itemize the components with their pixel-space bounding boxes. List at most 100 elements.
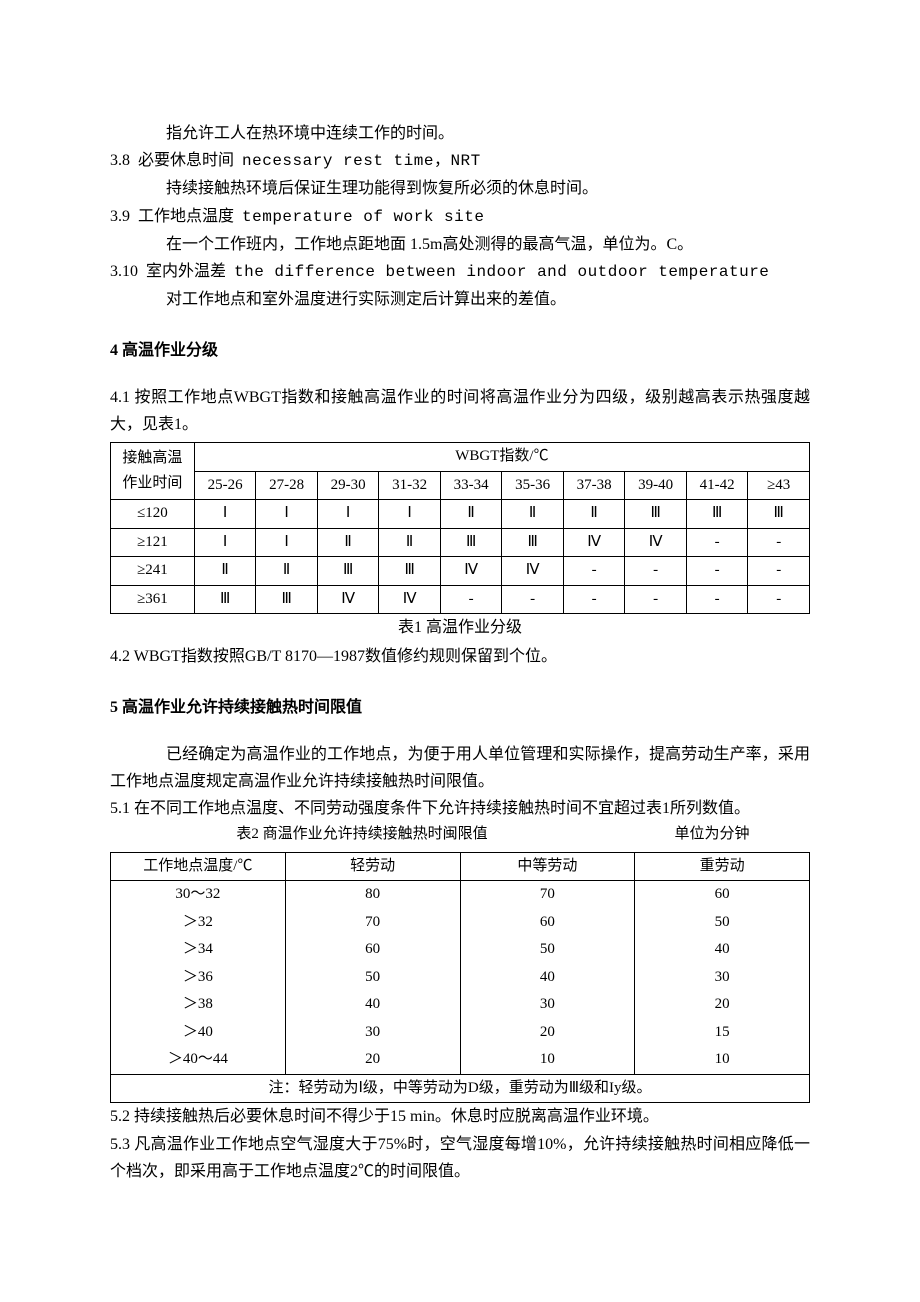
table1-cell: - bbox=[748, 557, 810, 586]
table2-cell: 15 bbox=[635, 1019, 810, 1047]
def-39-term-cn: 工作地点温度 bbox=[138, 208, 234, 225]
table1-cell: Ⅰ bbox=[194, 528, 256, 557]
table2-col: 轻劳动 bbox=[285, 852, 460, 881]
table2-cell: 30～32 bbox=[111, 881, 286, 909]
table2-caption: 表2 商温作业允许持续接触热时闽限值 单位为分钟 bbox=[110, 822, 810, 848]
table1-col: 31-32 bbox=[379, 471, 441, 500]
table1-rowhead-bottom: 作业时间 bbox=[122, 475, 182, 491]
table2-cell: 50 bbox=[635, 909, 810, 937]
table1-cell: - bbox=[563, 557, 625, 586]
table1-cell: - bbox=[502, 585, 564, 614]
table1-rowhead-top: 接触高温 bbox=[122, 450, 182, 466]
table1-cell: Ⅳ bbox=[563, 528, 625, 557]
table1-cell: Ⅰ bbox=[379, 500, 441, 529]
table1-cell: Ⅰ bbox=[256, 500, 318, 529]
table1-cell: - bbox=[748, 585, 810, 614]
table1-cell: - bbox=[686, 528, 748, 557]
table2-cell: 40 bbox=[635, 936, 810, 964]
sec5-p53: 5.3 凡高温作业工作地点空气湿度大于75%时，空气湿度每增10%，允许持续接触… bbox=[110, 1131, 810, 1185]
table1-cell: Ⅲ bbox=[440, 528, 502, 557]
table2: 工作地点温度/℃轻劳动中等劳动重劳动 30～32807060＞32706050＞… bbox=[110, 852, 810, 1104]
table2-cell: 20 bbox=[635, 991, 810, 1019]
table1-cell: Ⅳ bbox=[317, 585, 379, 614]
def-39-head: 3.9 工作地点温度 temperature of work site bbox=[110, 203, 810, 231]
table1-cell: Ⅱ bbox=[563, 500, 625, 529]
table1: 接触高温 作业时间 WBGT指数/℃ 25-2627-2829-3031-323… bbox=[110, 442, 810, 614]
table1-cell: Ⅳ bbox=[379, 585, 441, 614]
table2-cell: 50 bbox=[460, 936, 635, 964]
table2-cell: ＞36 bbox=[111, 964, 286, 992]
table2-cell: 40 bbox=[285, 991, 460, 1019]
table1-col: 27-28 bbox=[256, 471, 318, 500]
table2-col: 工作地点温度/℃ bbox=[111, 852, 286, 881]
def-38-num: 3.8 bbox=[110, 152, 130, 169]
table1-cell: Ⅲ bbox=[256, 585, 318, 614]
table1-cell: Ⅲ bbox=[317, 557, 379, 586]
def-38-head: 3.8 必要休息时间 necessary rest time，NRT bbox=[110, 147, 810, 175]
table2-cell: 70 bbox=[285, 909, 460, 937]
table1-rowlabel: ≥241 bbox=[111, 557, 195, 586]
table2-cell: ＞34 bbox=[111, 936, 286, 964]
sec5-intro: 已经确定为高温作业的工作地点，为便于用人单位管理和实际操作，提高劳动生产率，采用… bbox=[110, 741, 810, 795]
table2-cell: 30 bbox=[285, 1019, 460, 1047]
table1-rowlabel: ≤120 bbox=[111, 500, 195, 529]
table2-caption-right: 单位为分钟 bbox=[614, 822, 810, 848]
def-39-text: 在一个工作班内，工作地点距地面 1.5m高处测得的最高气温，单位为。C。 bbox=[110, 231, 810, 258]
table1-rowlabel: ≥361 bbox=[111, 585, 195, 614]
table1-cell: - bbox=[563, 585, 625, 614]
def-39-num: 3.9 bbox=[110, 208, 130, 225]
table1-cell: - bbox=[440, 585, 502, 614]
table1-cell: - bbox=[625, 557, 687, 586]
table2-cell: 60 bbox=[635, 881, 810, 909]
sec5-heading: 5 高温作业允许持续接触热时间限值 bbox=[110, 694, 810, 721]
table1-cell: Ⅰ bbox=[194, 500, 256, 529]
def-310-text: 对工作地点和室外温度进行实际测定后计算出来的差值。 bbox=[110, 286, 810, 313]
def-37-text: 指允许工人在热环境中连续工作的时间。 bbox=[110, 120, 810, 147]
table1-cell: Ⅰ bbox=[256, 528, 318, 557]
table2-cell: 50 bbox=[285, 964, 460, 992]
table1-cell: Ⅱ bbox=[379, 528, 441, 557]
table1-rowlabel: ≥121 bbox=[111, 528, 195, 557]
sec5-p52: 5.2 持续接触热后必要休息时间不得少于15 min。休息时应脱离高温作业环境。 bbox=[110, 1103, 810, 1130]
table1-cell: Ⅱ bbox=[256, 557, 318, 586]
table2-cell: 20 bbox=[460, 1019, 635, 1047]
def-310-term-cn: 室内外温差 bbox=[146, 263, 226, 280]
def-310-head: 3.10 室内外温差 the difference between indoor… bbox=[110, 258, 810, 286]
table1-cell: - bbox=[686, 557, 748, 586]
table2-cell: 60 bbox=[285, 936, 460, 964]
def-310-term-en: the difference between indoor and outdoo… bbox=[234, 263, 769, 281]
table2-cell: ＞38 bbox=[111, 991, 286, 1019]
table1-col: 39-40 bbox=[625, 471, 687, 500]
table2-cell: 80 bbox=[285, 881, 460, 909]
table2-cell: 70 bbox=[460, 881, 635, 909]
table1-cell: Ⅲ bbox=[625, 500, 687, 529]
table2-cell: 10 bbox=[635, 1046, 810, 1074]
table1-cell: Ⅳ bbox=[625, 528, 687, 557]
table1-cell: Ⅱ bbox=[194, 557, 256, 586]
table1-cell: Ⅳ bbox=[502, 557, 564, 586]
table2-col: 中等劳动 bbox=[460, 852, 635, 881]
table2-cell: 40 bbox=[460, 964, 635, 992]
table1-cell: Ⅲ bbox=[194, 585, 256, 614]
table2-cell: 30 bbox=[460, 991, 635, 1019]
table2-cell: ＞40～44 bbox=[111, 1046, 286, 1074]
table1-cell: Ⅳ bbox=[440, 557, 502, 586]
table1-cell: Ⅱ bbox=[317, 528, 379, 557]
def-38-text: 持续接触热环境后保证生理功能得到恢复所必须的休息时间。 bbox=[110, 175, 810, 202]
table2-cell: 20 bbox=[285, 1046, 460, 1074]
def-38-term-cn: 必要休息时间 bbox=[138, 152, 234, 169]
table1-col: ≥43 bbox=[748, 471, 810, 500]
table1-col: 25-26 bbox=[194, 471, 256, 500]
table1-col: 37-38 bbox=[563, 471, 625, 500]
table1-caption: 表1 高温作业分级 bbox=[110, 614, 810, 641]
table1-cell: Ⅲ bbox=[502, 528, 564, 557]
table1-cell: Ⅱ bbox=[440, 500, 502, 529]
table2-cell: 30 bbox=[635, 964, 810, 992]
table1-cell: - bbox=[625, 585, 687, 614]
def-39-term-en: temperature of work site bbox=[242, 208, 484, 226]
table1-colgroup: WBGT指数/℃ bbox=[194, 443, 809, 472]
table2-cell: ＞40 bbox=[111, 1019, 286, 1047]
table1-col: 35-36 bbox=[502, 471, 564, 500]
table1-cell: Ⅲ bbox=[379, 557, 441, 586]
table1-col: 41-42 bbox=[686, 471, 748, 500]
